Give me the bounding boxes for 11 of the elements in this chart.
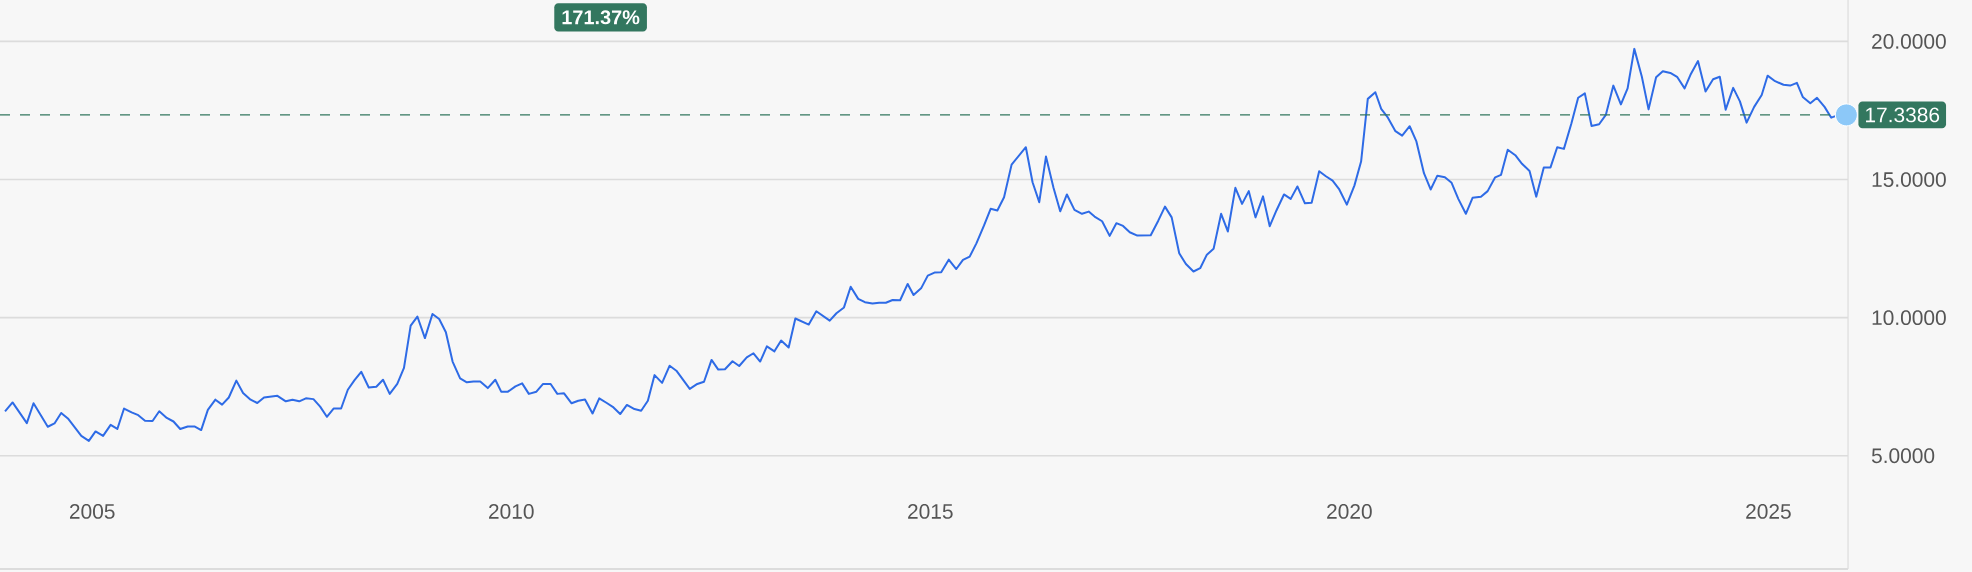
y-tick-label: 10.0000: [1872, 310, 1946, 326]
x-tick-label: 2010: [489, 504, 534, 519]
y-tick-label: 5.0000: [1871, 448, 1935, 464]
x-tick-label: 2020: [1327, 504, 1372, 519]
annotation: 171.37%: [562, 10, 640, 25]
ref-line-label: 17.3386: [1866, 107, 1940, 123]
y-tick-label: 15.0000: [1872, 172, 1946, 187]
x-tick-label: 2015: [908, 504, 953, 519]
x-tick-label: 2025: [1746, 504, 1791, 519]
x-tick-label: 2005: [69, 504, 115, 519]
y-tick-label: 20.0000: [1872, 34, 1946, 49]
